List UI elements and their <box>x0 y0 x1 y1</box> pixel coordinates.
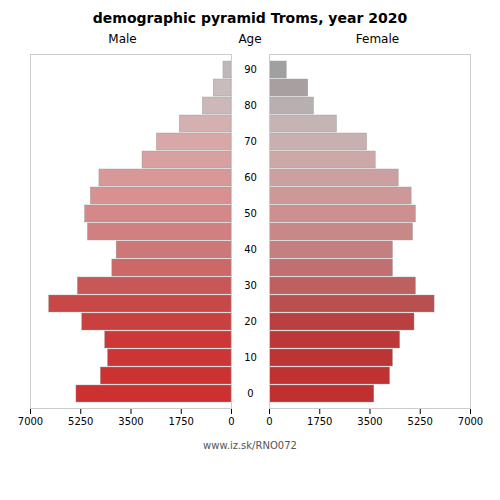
svg-text:60: 60 <box>244 172 257 183</box>
svg-text:20: 20 <box>244 316 257 327</box>
svg-text:10: 10 <box>244 352 257 363</box>
svg-text:0: 0 <box>228 416 234 427</box>
svg-text:80: 80 <box>244 100 257 111</box>
svg-text:1750: 1750 <box>307 416 332 427</box>
svg-text:0: 0 <box>247 388 253 399</box>
svg-text:50: 50 <box>244 208 257 219</box>
html-text:Male: Male <box>108 32 137 46</box>
svg-text:5250: 5250 <box>408 416 433 427</box>
html-text:demographic pyramid Troms, yea: demographic pyramid Troms, year 2020 <box>92 10 408 26</box>
html-text:www.iz.sk/RNO072: www.iz.sk/RNO072 <box>203 440 297 451</box>
svg-text:7000: 7000 <box>458 416 483 427</box>
svg-text:0: 0 <box>266 416 272 427</box>
svg-text:30: 30 <box>244 280 257 291</box>
svg-text:7000: 7000 <box>18 416 43 427</box>
svg-text:3500: 3500 <box>357 416 382 427</box>
svg-text:5250: 5250 <box>68 416 93 427</box>
svg-text:70: 70 <box>244 136 257 147</box>
html-text:Age: Age <box>238 32 262 46</box>
svg-text:1750: 1750 <box>169 416 194 427</box>
html-text:Female: Female <box>355 32 400 46</box>
svg-text:90: 90 <box>244 64 257 75</box>
svg-text:3500: 3500 <box>118 416 143 427</box>
svg-text:40: 40 <box>244 244 257 255</box>
